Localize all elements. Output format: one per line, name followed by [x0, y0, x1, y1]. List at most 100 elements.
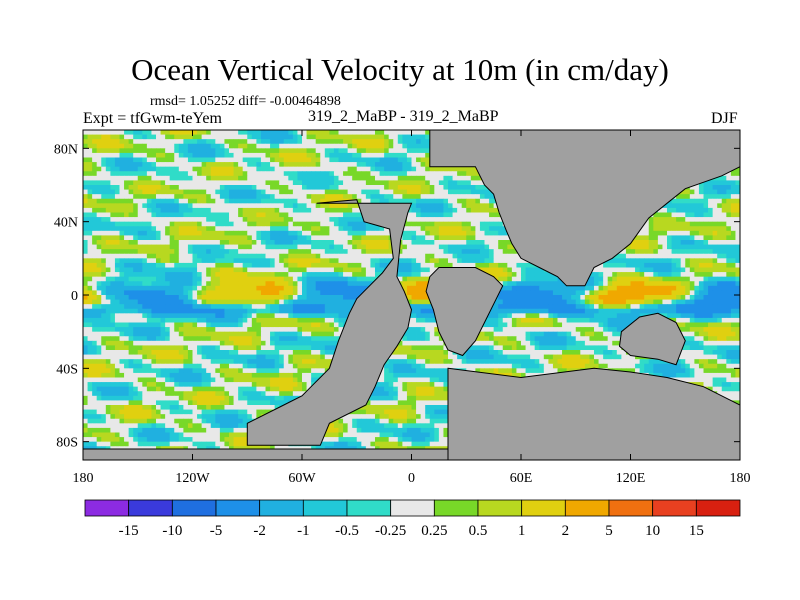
field-cell [721, 262, 727, 268]
field-cell [251, 249, 257, 255]
field-cell [124, 152, 130, 158]
field-cell [297, 240, 303, 245]
field-cell [83, 217, 88, 223]
field-cell [128, 180, 134, 186]
field-cell [206, 162, 212, 168]
field-cell [420, 162, 426, 168]
field-cell [502, 272, 508, 278]
field-cell [210, 198, 216, 204]
field-cell [242, 185, 248, 190]
field-cell [274, 203, 280, 209]
field-cell [343, 226, 349, 232]
field-cell [242, 262, 248, 268]
field-cell [448, 230, 453, 236]
field-cell [493, 207, 499, 213]
field-cell [178, 276, 184, 282]
field-cell [174, 221, 180, 227]
field-cell [667, 230, 672, 236]
field-cell [201, 262, 207, 268]
field-cell [292, 221, 298, 227]
field-cell [694, 226, 700, 232]
field-cell [644, 276, 650, 282]
field-cell [256, 217, 262, 223]
field-cell [101, 240, 107, 245]
field-cell [215, 262, 221, 268]
field-cell [717, 226, 723, 232]
field-cell [479, 262, 485, 268]
field-cell [87, 198, 93, 204]
field-cell [470, 198, 476, 204]
field-cell [352, 148, 358, 154]
field-cell [238, 139, 244, 145]
field-cell [730, 276, 736, 282]
field-cell [662, 253, 668, 259]
field-cell [625, 276, 631, 282]
field-cell [146, 171, 152, 177]
field-cell [265, 157, 271, 163]
field-cell [165, 175, 171, 181]
field-cell [361, 180, 367, 186]
field-cell [247, 217, 253, 223]
field-cell [443, 262, 449, 268]
field-cell [393, 180, 399, 186]
field-cell [630, 281, 636, 287]
field-cell [105, 253, 111, 259]
field-cell [128, 272, 134, 278]
field-cell [169, 134, 175, 140]
field-cell [192, 166, 198, 172]
field-cell [160, 281, 166, 287]
field-cell [137, 285, 143, 291]
field-cell [603, 262, 609, 268]
field-cell [288, 244, 294, 250]
field-cell [493, 262, 499, 268]
field-cell [698, 198, 704, 204]
field-cell [283, 212, 289, 218]
field-cell [370, 171, 376, 177]
field-cell [324, 166, 330, 172]
field-cell [452, 217, 458, 223]
field-cell [283, 207, 289, 213]
field-cell [708, 221, 714, 227]
field-cell [639, 258, 645, 264]
field-cell [361, 240, 367, 245]
field-cell [315, 157, 321, 163]
field-cell [397, 148, 403, 154]
field-cell [694, 276, 700, 282]
field-cell [210, 281, 216, 287]
field-cell [183, 249, 189, 255]
field-cell [361, 148, 367, 154]
field-cell [197, 253, 203, 259]
field-cell [406, 171, 412, 177]
field-cell [375, 235, 380, 241]
field-cell [274, 235, 280, 241]
field-cell [457, 262, 463, 268]
field-cell [352, 267, 358, 273]
field-cell [201, 175, 207, 181]
field-cell [434, 262, 440, 268]
field-cell [178, 244, 184, 250]
field-cell [128, 253, 134, 259]
field-cell [110, 130, 116, 135]
field-cell [379, 130, 385, 135]
field-cell [438, 166, 444, 172]
field-cell [324, 198, 330, 204]
field-cell [146, 139, 152, 145]
field-cell [730, 175, 736, 181]
field-cell [329, 281, 335, 287]
field-cell [306, 166, 312, 172]
chart-title: Ocean Vertical Velocity at 10m (in cm/da… [131, 52, 669, 87]
field-cell [87, 235, 93, 241]
field-cell [493, 230, 499, 236]
field-cell [247, 226, 253, 232]
field-cell [457, 249, 463, 255]
field-cell [201, 240, 207, 245]
field-cell [197, 152, 203, 158]
field-cell [302, 281, 307, 287]
field-cell [420, 143, 426, 149]
field-cell [320, 203, 326, 209]
field-cell [233, 230, 239, 236]
field-cell [411, 272, 417, 278]
field-cell [87, 212, 93, 218]
field-cell [625, 272, 631, 278]
field-cell [92, 235, 98, 241]
